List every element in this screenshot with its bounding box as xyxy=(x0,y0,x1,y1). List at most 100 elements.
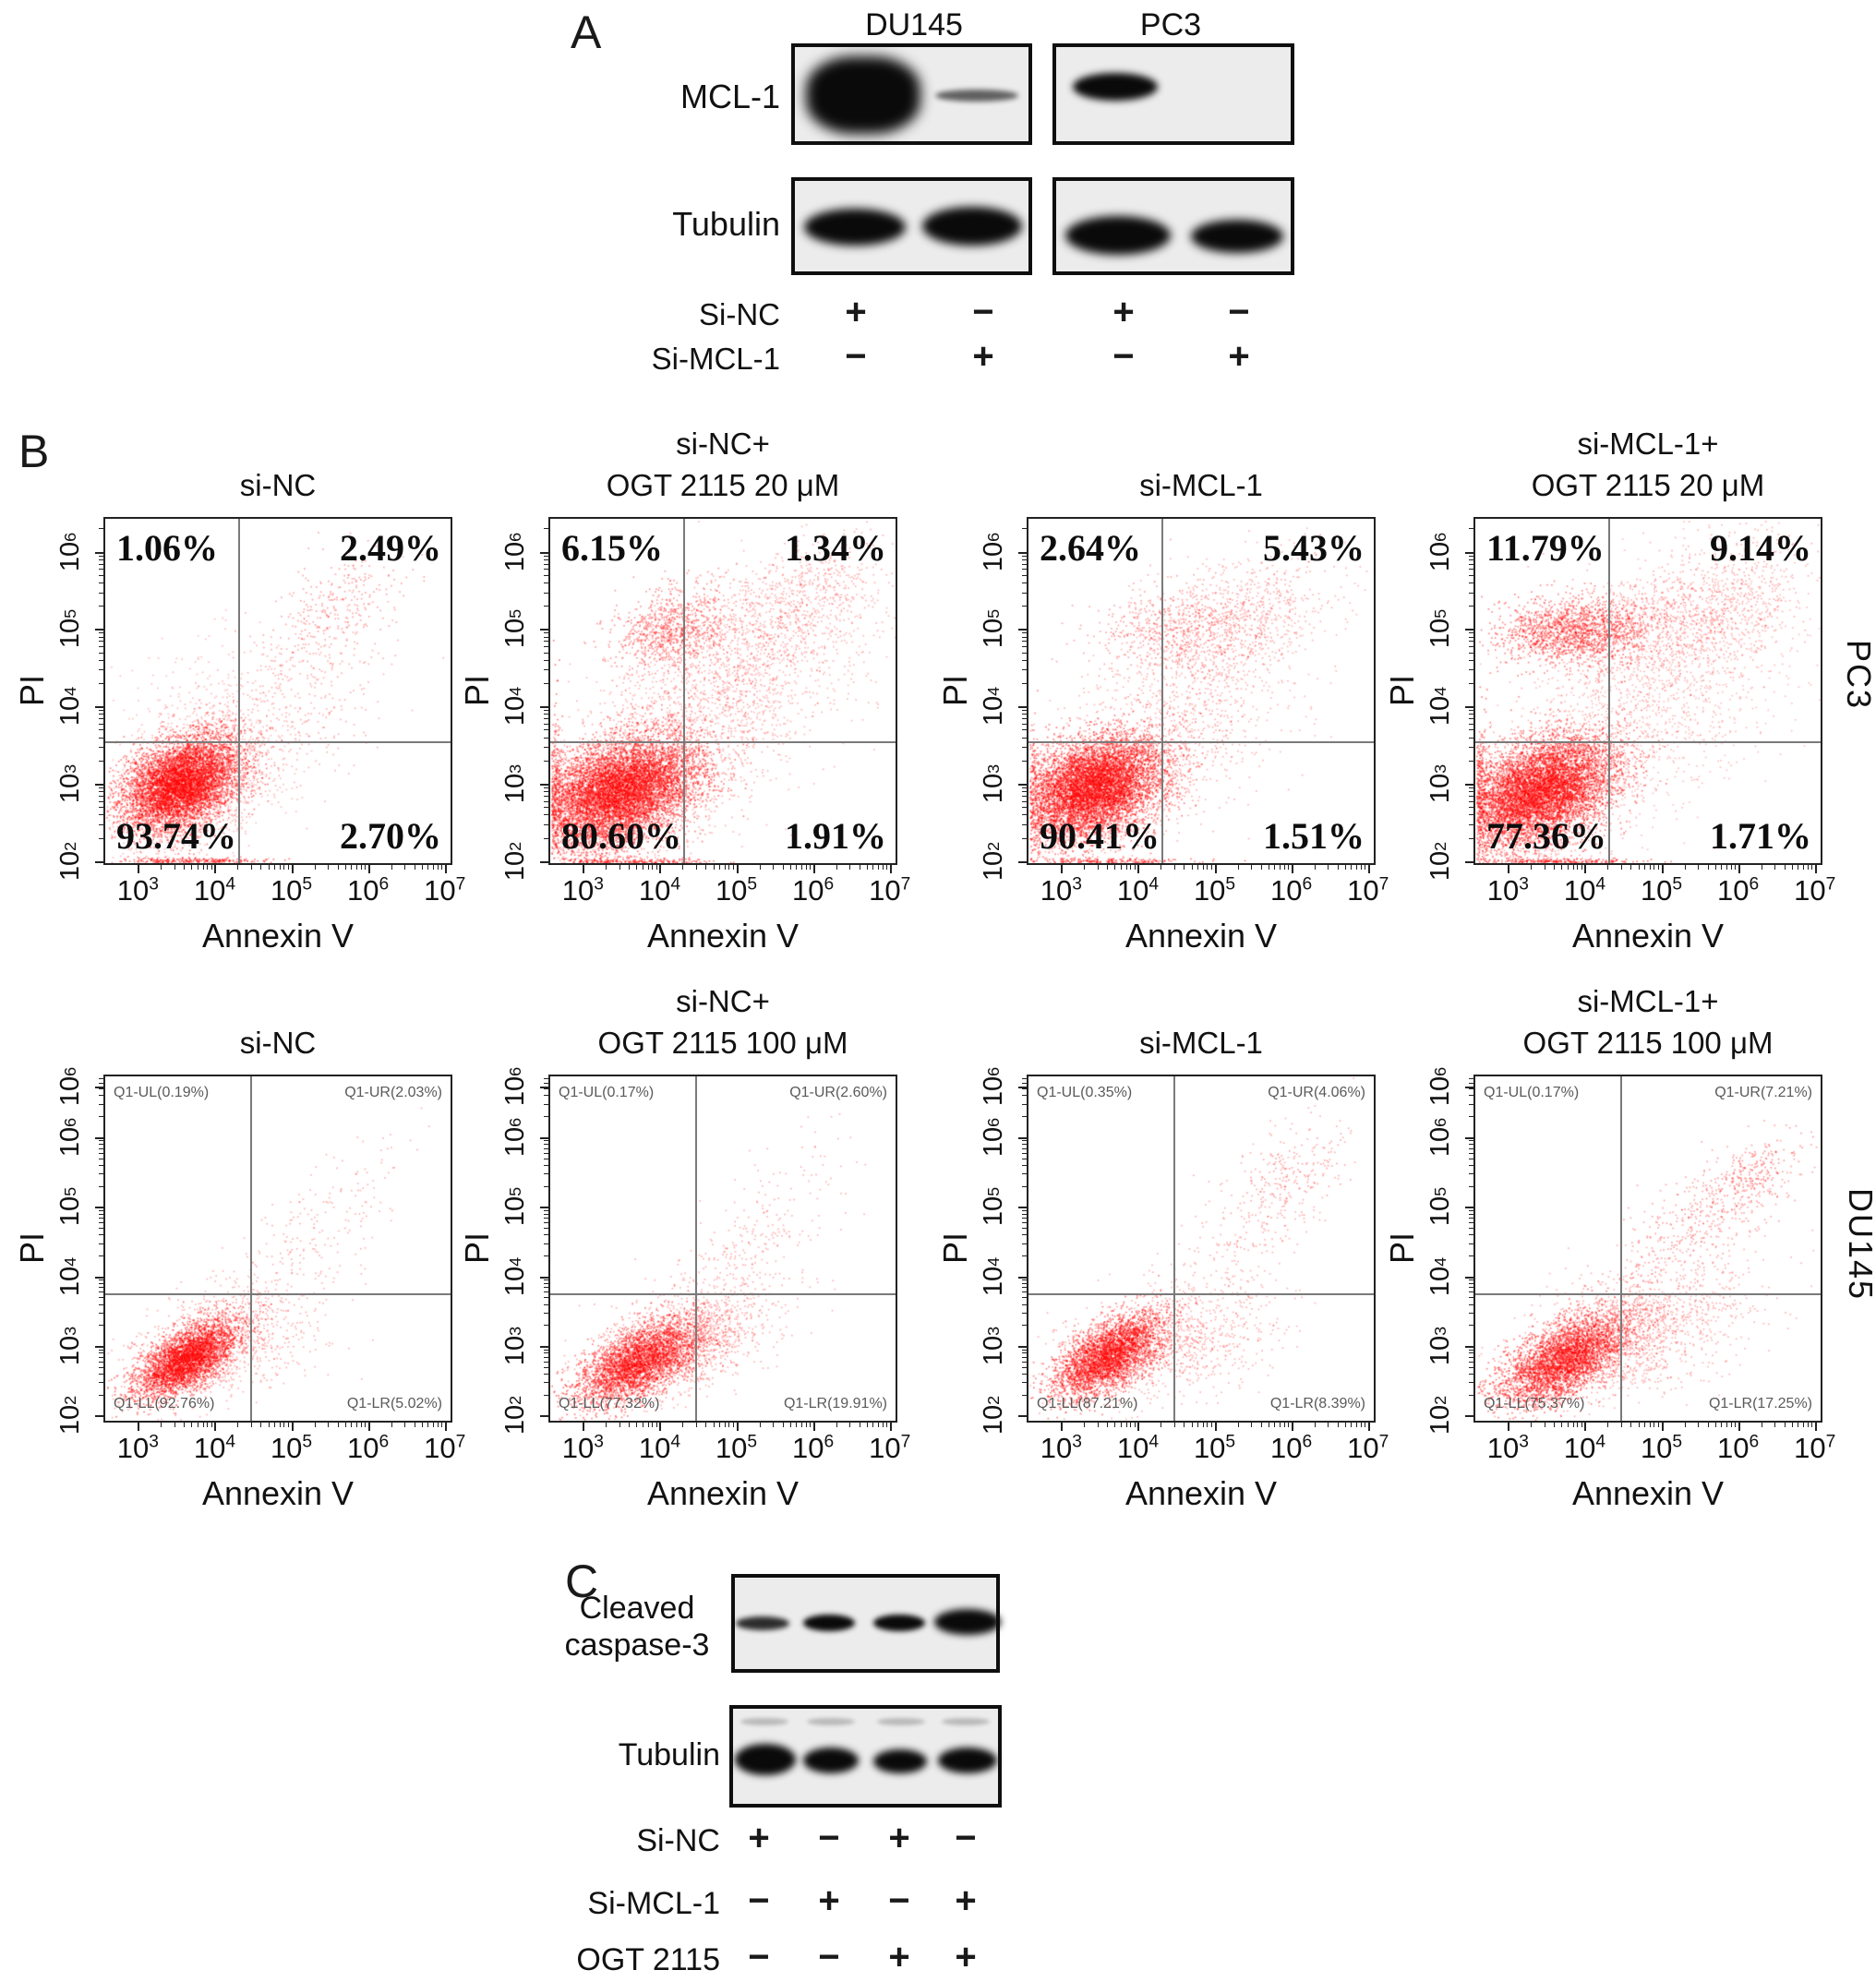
x-minor-tick xyxy=(432,1423,434,1427)
tick-exponent: 7 xyxy=(1825,1432,1836,1452)
y-minor-tick xyxy=(99,1140,103,1142)
y-minor-tick xyxy=(1022,592,1027,594)
x-tick-label-pc3-si-nc-ogt20-3: 106 xyxy=(792,874,835,907)
x-minor-tick xyxy=(1657,865,1659,870)
x-minor-tick xyxy=(1344,865,1346,870)
plot-title-du145-si-nc: si-NC xyxy=(57,971,499,1063)
y-minor-tick xyxy=(544,823,548,825)
tick-exponent: 2 xyxy=(60,841,79,851)
x-minor-tick xyxy=(314,1423,316,1427)
quadrant-label-ll-pc3-si-nc: 93.74% xyxy=(116,815,236,857)
x-minor-tick xyxy=(1630,865,1632,870)
x-minor-tick xyxy=(237,865,239,870)
quadrant-divider-horizontal-du145-si-nc-ogt100 xyxy=(550,1292,896,1295)
x-minor-tick xyxy=(1260,865,1262,870)
y-tick-label-pc3-si-mcl1-ogt20-2: 10 4 xyxy=(1425,687,1455,727)
y-minor-tick xyxy=(99,563,103,565)
x-minor-tick xyxy=(1274,1423,1276,1427)
x-minor-tick xyxy=(207,1423,209,1427)
x-tick-mark-du145-si-mcl1-1 xyxy=(1137,1423,1140,1431)
y-tick-label-pc3-si-nc-ogt20-2: 10 4 xyxy=(499,687,530,727)
tick-exponent: 5 xyxy=(505,1187,524,1197)
y-tick-label-du145-si-nc-ogt100-3: 10 4 xyxy=(499,1256,530,1296)
y-tick-mark-pc3-si-nc-3 xyxy=(95,784,103,787)
x-minor-tick xyxy=(1802,865,1804,870)
y-minor-tick xyxy=(99,1088,103,1090)
x-minor-tick xyxy=(1184,865,1185,870)
y-minor-tick xyxy=(1469,569,1473,571)
quadrant-divider-vertical-du145-si-mcl1 xyxy=(1173,1076,1176,1421)
y-minor-tick xyxy=(1469,718,1473,720)
y-tick-mark-pc3-si-nc-4 xyxy=(95,860,103,863)
x-minor-tick xyxy=(1287,1423,1289,1427)
y-minor-tick xyxy=(1022,1217,1027,1219)
mark-sinc-a-1: + xyxy=(845,292,867,332)
x-minor-tick xyxy=(1125,1423,1127,1427)
y-minor-tick xyxy=(99,791,103,793)
x-minor-tick xyxy=(1202,1423,1204,1427)
tick-exponent: 6 xyxy=(1430,1067,1449,1077)
y-tick-label-du145-si-mcl1-ogt100-0: 10 6 xyxy=(1425,1067,1455,1107)
y-minor-tick xyxy=(99,652,103,654)
tick-exponent: 5 xyxy=(302,874,313,895)
x-minor-tick xyxy=(184,865,186,870)
x-tick-mark-pc3-si-nc-2 xyxy=(291,865,294,873)
y-minor-tick xyxy=(1022,791,1027,793)
y-minor-tick xyxy=(1469,555,1473,557)
tick-exponent: 7 xyxy=(455,1432,466,1452)
x-minor-tick xyxy=(404,865,406,870)
tick-exponent: 6 xyxy=(824,1432,835,1452)
x-minor-tick xyxy=(283,865,285,870)
y-tick-label-du145-si-mcl1-4: 10 3 xyxy=(978,1326,1008,1366)
x-tick-label-du145-si-mcl1-ogt100-2: 105 xyxy=(1640,1432,1683,1464)
y-minor-tick xyxy=(1469,1116,1473,1118)
tick-exponent: 6 xyxy=(1302,874,1313,895)
y-tick-mark-pc3-si-mcl1-3 xyxy=(1018,784,1027,787)
x-minor-tick xyxy=(161,865,162,870)
plot-title-line-0: si-MCL-1+ xyxy=(1577,426,1719,461)
y-minor-tick xyxy=(99,1313,103,1315)
x-minor-tick xyxy=(391,1423,392,1427)
x-minor-tick xyxy=(782,1423,784,1427)
y-minor-tick xyxy=(99,718,103,720)
mark-sinc-c-1: + xyxy=(748,1818,770,1858)
x-minor-tick xyxy=(251,1423,253,1427)
x-minor-tick xyxy=(174,865,176,870)
quadrant-divider-horizontal-du145-si-nc xyxy=(105,1292,451,1295)
x-tick-mark-pc3-si-mcl1-1 xyxy=(1137,865,1140,873)
plot-title-line-0: si-NC xyxy=(239,1026,317,1060)
y-minor-tick xyxy=(99,1279,103,1281)
quadrant-divider-horizontal-du145-si-mcl1 xyxy=(1028,1292,1374,1295)
blot-cleaved-caspase3 xyxy=(731,1574,1001,1673)
y-minor-tick xyxy=(1022,823,1027,825)
y-minor-tick xyxy=(544,1303,548,1305)
y-minor-tick xyxy=(1469,791,1473,793)
x-minor-tick xyxy=(337,1423,339,1427)
tick-exponent: 5 xyxy=(60,1187,79,1197)
y-tick-mark-du145-si-nc-ogt100-0 xyxy=(540,1087,548,1089)
y-minor-tick xyxy=(1022,636,1027,638)
y-minor-tick xyxy=(99,1185,103,1187)
x-tick-label-pc3-si-mcl1-ogt20-2: 105 xyxy=(1640,874,1683,907)
x-minor-tick xyxy=(427,865,429,870)
y-minor-tick xyxy=(544,796,548,797)
tick-exponent: 4 xyxy=(1595,874,1606,895)
x-minor-tick xyxy=(619,865,621,870)
y-minor-tick xyxy=(99,1303,103,1305)
y-minor-tick xyxy=(1469,1209,1473,1211)
x-tick-label-du145-si-nc-ogt100-1: 104 xyxy=(638,1432,681,1464)
quadrant-label-ur-pc3-si-nc: 2.49% xyxy=(340,527,441,569)
quadrant-divider-vertical-pc3-si-nc-ogt20 xyxy=(682,519,685,863)
y-minor-tick xyxy=(544,1078,548,1080)
quadrant-label-lr-pc3-si-mcl1: 1.51% xyxy=(1263,815,1365,857)
y-minor-tick xyxy=(1022,1313,1027,1315)
row-label-pc3: PC3 xyxy=(1840,640,1876,711)
y-minor-tick xyxy=(99,714,103,715)
y-minor-tick xyxy=(1469,683,1473,685)
quadrant-label-ll-pc3-si-mcl1: 90.41% xyxy=(1040,815,1160,857)
tick-exponent: 2 xyxy=(60,1396,79,1406)
y-minor-tick xyxy=(1469,1291,1473,1293)
y-tick-mark-du145-si-mcl1-ogt100-0 xyxy=(1465,1087,1473,1089)
y-axis-label-pc3-si-mcl1: PI xyxy=(936,674,975,706)
x-minor-tick xyxy=(636,865,638,870)
